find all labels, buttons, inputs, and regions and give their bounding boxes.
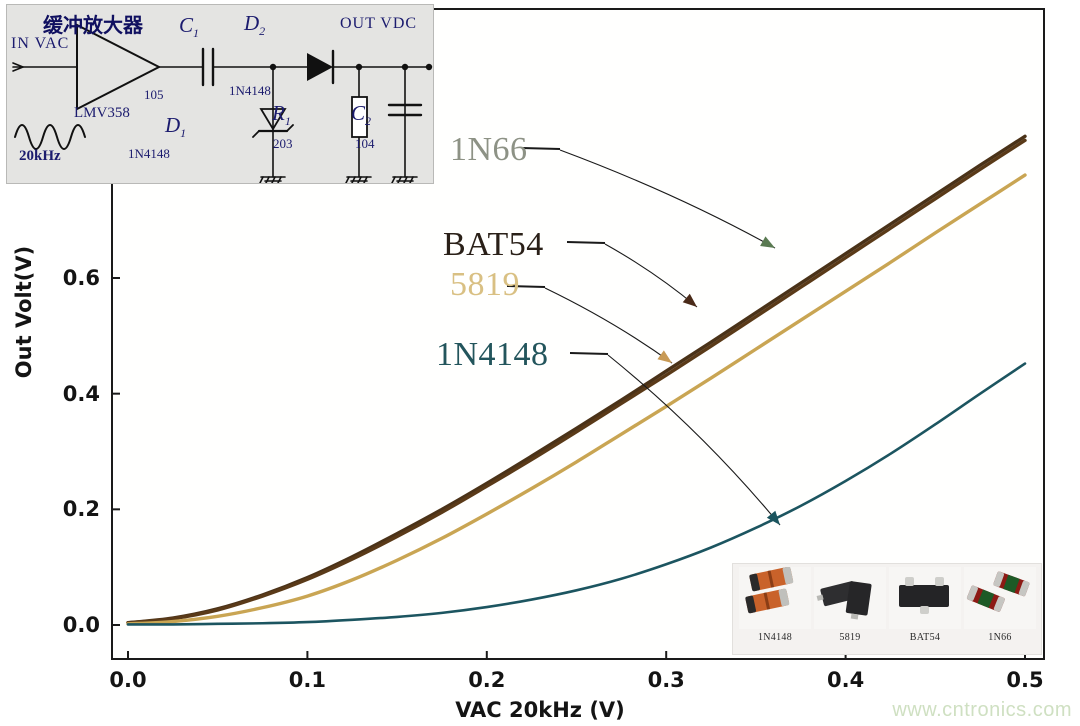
x-tick-label: 0.5 [1006, 668, 1044, 692]
component-photo-bat54 [889, 567, 961, 629]
d1-ref-sub: 1 [180, 126, 187, 141]
photo-cell [964, 567, 1036, 629]
r1-ref-letter: R [272, 101, 285, 125]
series-label-bat54: BAT54 [443, 226, 544, 263]
inset-source-freq: 20kHz [19, 148, 61, 164]
x-tick-label: 0.3 [647, 668, 685, 692]
series-label-1n4148: 1N4148 [436, 336, 549, 373]
inset-d1-ref: D1 [165, 113, 186, 141]
circuit-schematic-inset: 缓冲放大器 IN VAC LMV358 20kHz C1 105 D1 1N41… [6, 4, 434, 184]
inset-c1-ref: C1 [179, 13, 199, 41]
x-tick-label: 0.1 [288, 668, 326, 692]
component-photo-1n4148 [739, 567, 811, 629]
photo-cell [739, 567, 811, 629]
y-tick-label: 0.4 [62, 381, 100, 406]
photo-caption: BAT54 [909, 632, 941, 643]
inset-output-label: OUT VDC [340, 15, 418, 32]
inset-opamp-label: LMV358 [74, 105, 130, 121]
d1-ref-letter: D [165, 113, 181, 137]
inset-r1-ref: R1 [272, 101, 291, 129]
y-tick-label: 0.0 [62, 613, 100, 637]
c2-ref-letter: C [351, 101, 366, 125]
circuit-schematic-svg [12, 23, 433, 183]
c2-ref-sub: 2 [365, 114, 372, 129]
c1-ref-letter: C [179, 13, 194, 37]
photo-caption: 1N4148 [757, 632, 793, 643]
y-axis-label: Out Volt(V) [12, 245, 36, 379]
inset-c2-ref: C2 [351, 101, 371, 129]
inset-c1-value: 105 [144, 87, 164, 102]
y-tick-label: 0.6 [62, 266, 100, 290]
y-tick-label: 0.2 [62, 497, 100, 522]
inset-d1-value: 1N4148 [128, 146, 170, 161]
x-tick-label: 0.0 [109, 668, 147, 692]
photo-caption: 5819 [839, 632, 861, 643]
x-tick-label: 0.4 [826, 668, 865, 692]
component-photo-strip: 1N4148 5819 BAT54 1N66 [732, 563, 1042, 655]
series-label-1n66: 1N66 [450, 131, 528, 168]
series-label-5819: 5819 [450, 266, 520, 303]
inset-r1-value: 203 [273, 136, 293, 151]
x-axis-label: VAC 20kHz (V) [455, 698, 625, 722]
inset-d2-ref: D2 [244, 11, 265, 39]
component-photo-5819 [814, 567, 886, 629]
watermark: www.cntronics.com [892, 699, 1072, 721]
r1-ref-sub: 1 [284, 114, 291, 129]
inset-input-label: IN VAC [11, 35, 70, 52]
d2-ref-letter: D [244, 11, 260, 35]
photo-cell [814, 567, 886, 629]
component-photo-1n66 [964, 567, 1036, 629]
d2-ref-sub: 2 [259, 24, 266, 39]
inset-title: 缓冲放大器 [43, 13, 143, 37]
photo-caption: 1N66 [988, 632, 1012, 643]
inset-c2-value: 104 [355, 136, 375, 151]
x-tick-label: 0.2 [468, 668, 506, 692]
inset-d2-value: 1N4148 [229, 83, 271, 98]
photo-cell [889, 567, 961, 629]
c1-ref-sub: 1 [193, 26, 200, 41]
